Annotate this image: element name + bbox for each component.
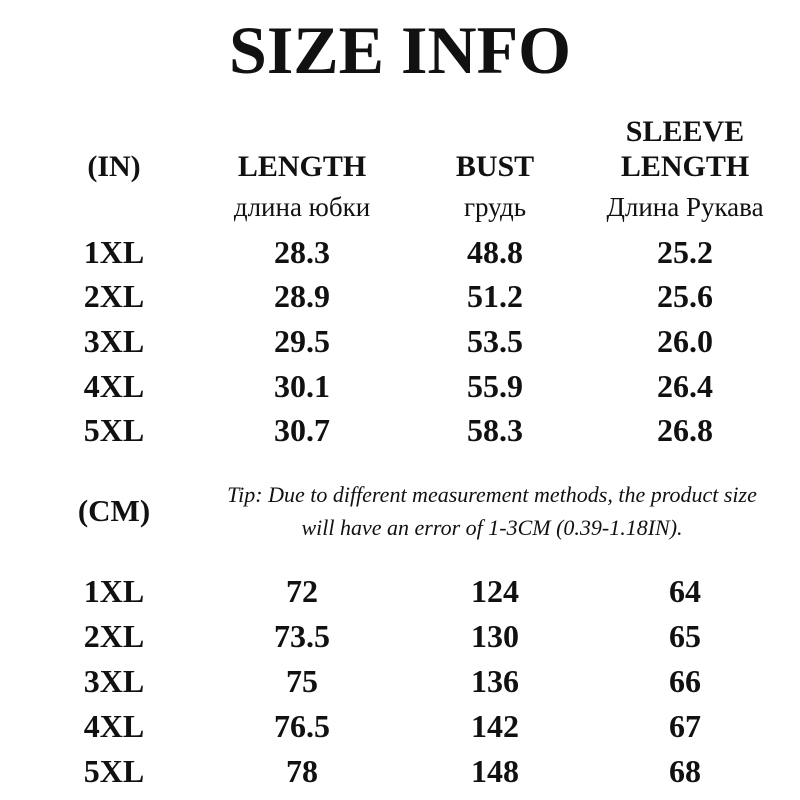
table-row: 1XL 72 124 64 (24, 569, 800, 614)
size-label: 3XL (83, 662, 145, 699)
sleeve-sublabel-ru: Длина Рукава (606, 192, 764, 222)
sleeve-value: 26.4 (657, 367, 713, 404)
sleeve-value: 67 (669, 707, 701, 744)
empty-cell (24, 184, 204, 230)
size-label: 5XL (83, 752, 145, 789)
in-rows: 1XL 28.3 48.8 25.2 2XL 28.9 51.2 25.6 3XL 29.5 53.… (24, 230, 800, 453)
sleeve-value: 65 (669, 617, 701, 654)
size-table: (IN) LENGTH BUST SLEEVE LENGTH длина юбк… (0, 88, 800, 794)
cm-rows: 1XL 72 124 64 2XL 73.5 130 65 3XL 75 136 66 4XL 76.5 1… (24, 569, 800, 794)
unit-in-label: (IN) (87, 150, 141, 183)
sleeve-value: 25.2 (657, 233, 713, 270)
length-value: 75 (286, 662, 318, 699)
bust-value: 136 (471, 662, 519, 699)
length-value: 78 (286, 752, 318, 789)
length-sublabel-ru: длина юбки (233, 192, 371, 222)
table-header-row: (IN) LENGTH BUST SLEEVE LENGTH (24, 88, 800, 184)
cm-section-header-row: (CM) Tip: Due to different measurement m… (24, 453, 800, 569)
page-title: SIZE INFO (229, 12, 571, 88)
measurement-tip: Tip: Due to different measurement method… (204, 453, 780, 569)
column-header-length: LENGTH (237, 150, 367, 183)
unit-cm-label: (CM) (77, 492, 151, 528)
length-value: 29.5 (274, 322, 330, 359)
length-value: 72 (286, 572, 318, 609)
sleeve-header-line1: SLEEVE (625, 115, 745, 148)
table-row: 5XL 78 148 68 (24, 749, 800, 794)
sleeve-value: 26.0 (657, 322, 713, 359)
table-row: 5XL 30.7 58.3 26.8 (24, 408, 800, 453)
sleeve-value: 68 (669, 752, 701, 789)
bust-value: 48.8 (467, 233, 523, 270)
length-value: 73.5 (274, 617, 330, 654)
bust-value: 142 (471, 707, 519, 744)
bust-value: 130 (471, 617, 519, 654)
bust-value: 53.5 (467, 322, 523, 359)
column-header-sleeve: SLEEVE LENGTH (590, 88, 780, 184)
table-row: 4XL 76.5 142 67 (24, 704, 800, 749)
table-row: 3XL 29.5 53.5 26.0 (24, 319, 800, 364)
bust-value: 55.9 (467, 367, 523, 404)
sleeve-value: 26.8 (657, 412, 713, 449)
tip-line1: Tip: Due to different measurement method… (227, 481, 757, 507)
length-value: 28.9 (274, 278, 330, 315)
size-label: 1XL (83, 233, 145, 270)
column-header-bust: BUST (455, 150, 535, 183)
length-value: 76.5 (274, 707, 330, 744)
bust-value: 124 (471, 572, 519, 609)
bust-value: 58.3 (467, 412, 523, 449)
bust-value: 51.2 (467, 278, 523, 315)
sleeve-value: 66 (669, 662, 701, 699)
size-label: 1XL (83, 572, 145, 609)
sleeve-value: 64 (669, 572, 701, 609)
size-label: 4XL (83, 707, 145, 744)
table-row: 2XL 28.9 51.2 25.6 (24, 275, 800, 320)
length-value: 30.1 (274, 367, 330, 404)
size-label: 4XL (83, 367, 145, 404)
table-row: 1XL 28.3 48.8 25.2 (24, 230, 800, 275)
table-row: 2XL 73.5 130 65 (24, 614, 800, 659)
sleeve-value: 25.6 (657, 278, 713, 315)
table-row: 3XL 75 136 66 (24, 659, 800, 704)
sleeve-header-line2: LENGTH (620, 150, 750, 183)
size-label: 2XL (83, 278, 145, 315)
table-row: 4XL 30.1 55.9 26.4 (24, 364, 800, 409)
size-label: 2XL (83, 617, 145, 654)
bust-sublabel-ru: грудь (463, 192, 527, 222)
tip-line2: will have an error of 1-3CM (0.39-1.18IN… (301, 514, 683, 540)
length-value: 28.3 (274, 233, 330, 270)
length-value: 30.7 (274, 412, 330, 449)
size-label: 5XL (83, 412, 145, 449)
size-label: 3XL (83, 322, 145, 359)
table-subheader-row: длина юбки грудь Длина Рукава (24, 184, 800, 230)
bust-value: 148 (471, 752, 519, 789)
